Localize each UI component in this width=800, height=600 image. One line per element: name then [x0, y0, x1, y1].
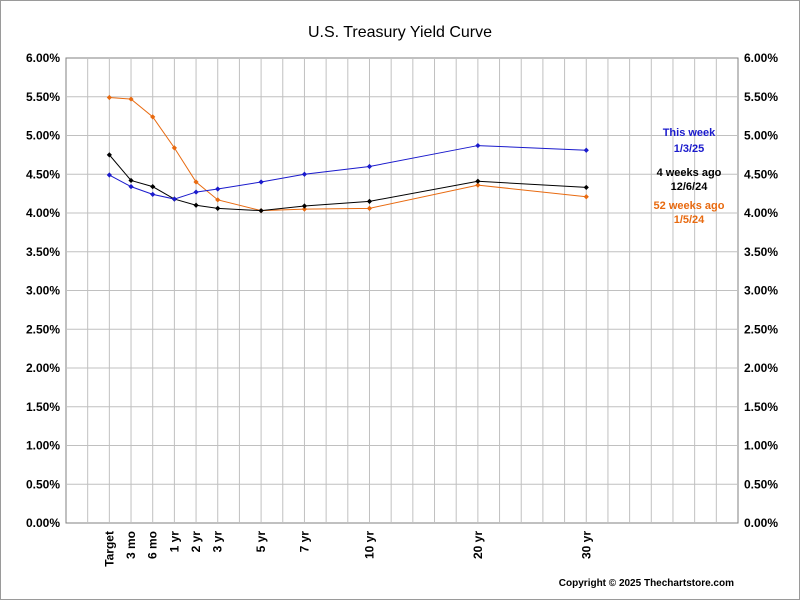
- y-tick-label-left: 4.00%: [26, 206, 60, 220]
- data-point: [128, 177, 134, 184]
- data-point: [366, 205, 373, 211]
- chart-title: U.S. Treasury Yield Curve: [308, 24, 492, 41]
- data-point: [583, 194, 589, 200]
- data-point: [475, 142, 481, 149]
- series-label-date: 1/3/25: [674, 143, 705, 155]
- y-tick-label-right: 5.50%: [744, 90, 778, 104]
- data-point: [193, 202, 199, 208]
- data-point: [106, 152, 112, 158]
- x-tick-label: Target: [102, 531, 116, 567]
- series-label-date: 12/6/24: [671, 181, 709, 193]
- y-tick-label-left: 2.00%: [26, 361, 60, 375]
- data-point: [301, 203, 308, 209]
- copyright-text: Copyright © 2025 Thechartstore.com: [559, 578, 734, 589]
- data-point: [171, 196, 177, 202]
- data-point: [475, 182, 481, 188]
- y-tick-label-left: 0.50%: [26, 477, 60, 491]
- data-point: [301, 171, 308, 177]
- y-tick-label-right: 5.00%: [744, 129, 778, 143]
- y-tick-label-right: 1.00%: [744, 439, 778, 453]
- x-tick-label: 20 yr: [471, 531, 485, 559]
- x-axis: Target 3 mo 6 mo 1 yr 2 yr 3 yr 5 yr 7 yr 10 yr 2…: [102, 531, 593, 567]
- y-tick-label-left: 4.50%: [26, 167, 60, 181]
- x-tick-label: 30 yr: [579, 531, 593, 559]
- data-point: [258, 179, 264, 185]
- y-tick-label-left: 0.00%: [26, 516, 60, 530]
- data-point: [366, 198, 373, 204]
- data-point: [215, 205, 221, 211]
- y-tick-label-left: 6.00%: [26, 51, 60, 65]
- data-point: [583, 184, 589, 191]
- series-labels: This week 1/3/25 4 weeks ago 12/6/24 52 week…: [654, 127, 725, 226]
- x-tick-label: 5 yr: [254, 531, 268, 553]
- data-point: [215, 186, 221, 192]
- x-tick-label: 2 yr: [189, 531, 203, 553]
- data-point: [150, 191, 156, 197]
- data-point: [171, 145, 177, 151]
- data-point: [150, 184, 156, 190]
- y-tick-label-left: 1.50%: [26, 400, 60, 414]
- y-tick-label-left: 3.50%: [26, 245, 60, 259]
- y-axis-left: 0.00% 0.50% 1.00% 1.50% 2.00% 2.50% 3.00% 3.50%…: [26, 51, 60, 530]
- y-tick-label-right: 3.50%: [744, 245, 778, 259]
- series-label-name: 52 weeks ago: [654, 200, 725, 212]
- y-tick-label-right: 2.50%: [744, 322, 778, 336]
- data-point: [128, 184, 134, 190]
- y-tick-label-left: 5.00%: [26, 129, 60, 143]
- series-group: [106, 94, 589, 214]
- y-tick-label-right: 3.00%: [744, 284, 778, 298]
- y-tick-label-right: 2.00%: [744, 361, 778, 375]
- data-point: [106, 172, 112, 178]
- data-point: [106, 94, 112, 101]
- data-point: [258, 208, 264, 214]
- y-tick-label-right: 1.50%: [744, 400, 778, 414]
- y-tick-label-right: 4.00%: [744, 206, 778, 220]
- data-point: [366, 163, 373, 170]
- x-tick-label: 10 yr: [362, 531, 376, 559]
- y-tick-label-left: 5.50%: [26, 90, 60, 104]
- data-point: [583, 147, 589, 153]
- x-tick-label: 3 yr: [211, 531, 225, 553]
- grid: [66, 58, 738, 523]
- data-point: [150, 114, 156, 120]
- series-label-date: 1/5/24: [674, 214, 705, 226]
- y-tick-label-right: 0.50%: [744, 477, 778, 491]
- data-point: [301, 206, 308, 212]
- x-tick-label: 1 yr: [167, 531, 181, 553]
- x-tick-label: 3 mo: [124, 531, 138, 559]
- y-tick-label-right: 6.00%: [744, 51, 778, 65]
- y-tick-label-left: 1.00%: [26, 439, 60, 453]
- y-tick-label-left: 2.50%: [26, 322, 60, 336]
- y-tick-label-left: 3.00%: [26, 284, 60, 298]
- data-point: [193, 189, 199, 195]
- data-point: [215, 197, 221, 203]
- data-point: [475, 178, 481, 184]
- x-tick-label: 7 yr: [297, 531, 311, 553]
- series-label-name: This week: [663, 127, 716, 139]
- data-point: [193, 179, 199, 185]
- series-label-name: 4 weeks ago: [657, 167, 722, 179]
- y-axis-right: 0.00% 0.50% 1.00% 1.50% 2.00% 2.50% 3.00% 3.50%…: [744, 51, 778, 530]
- y-tick-label-right: 0.00%: [744, 516, 778, 530]
- y-tick-label-right: 4.50%: [744, 167, 778, 181]
- x-tick-label: 6 mo: [146, 531, 160, 559]
- data-point: [128, 96, 134, 102]
